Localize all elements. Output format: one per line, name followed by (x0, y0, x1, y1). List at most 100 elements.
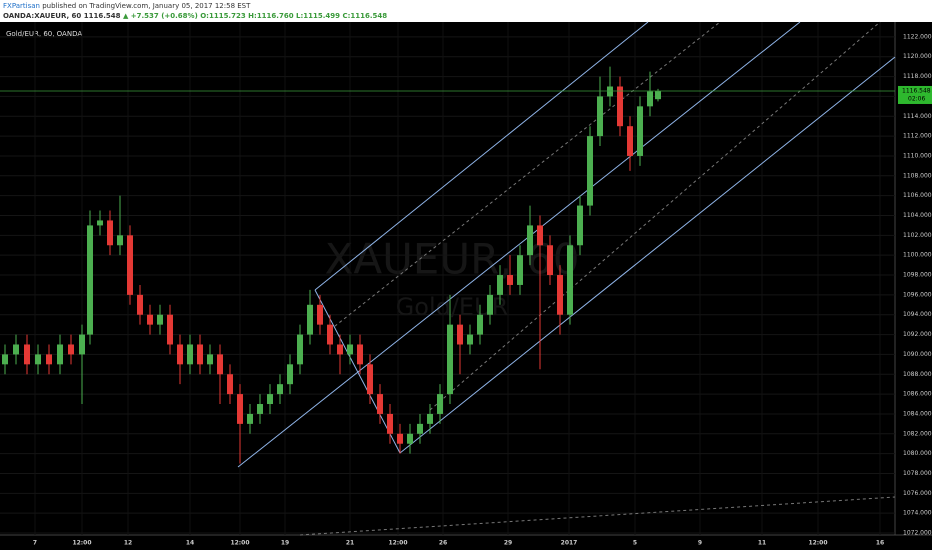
candle-body (347, 344, 353, 355)
candle-body (297, 334, 303, 365)
channel-dashed (329, 21, 721, 331)
candle-body (597, 96, 603, 137)
x-tick-label: 14 (186, 540, 194, 547)
candle-body (127, 235, 133, 295)
change: ▲ +7.537 (+0.68%) (122, 12, 198, 20)
y-tick-label: 1118.000 (903, 73, 932, 80)
published-text: published on TradingView.com, January 05… (42, 2, 251, 10)
y-tick-label: 1078.000 (903, 470, 932, 477)
candle-body (79, 334, 85, 355)
x-tick-label: 12:00 (230, 540, 249, 547)
x-tick-label: 11 (758, 540, 766, 547)
pitchfork-handle (314, 289, 401, 454)
y-tick-label: 1074.000 (903, 510, 932, 517)
x-tick-label: 12:00 (72, 540, 91, 547)
y-tick-label: 1112.000 (903, 133, 932, 140)
channel-line (314, 21, 649, 291)
symbol-line: OANDA:XAUEUR, 60 1116.548 ▲ +7.537 (+0.6… (3, 12, 387, 20)
candle-body (655, 90, 661, 100)
candle-body (267, 394, 273, 405)
y-tick-label: 1102.000 (903, 232, 932, 239)
x-tick-label: 19 (281, 540, 289, 547)
x-tick-label: 26 (439, 540, 447, 547)
x-tick-label: 16 (876, 540, 884, 547)
y-tick-label: 1094.000 (903, 311, 932, 318)
candle-body (607, 86, 613, 97)
candle-body (587, 136, 593, 206)
x-tick-label: 2017 (561, 540, 578, 547)
symbol: OANDA:XAUEUR, 60 (3, 12, 82, 20)
candle-body (277, 384, 283, 395)
channel-line (399, 56, 896, 454)
candle-body (257, 404, 263, 414)
candle-body (24, 344, 30, 365)
candle-body (167, 314, 173, 345)
candle-body (627, 126, 633, 156)
candle-body (35, 354, 41, 365)
y-tick-label: 1088.000 (903, 371, 932, 378)
candle-body (247, 413, 253, 424)
candle-body (427, 413, 433, 424)
y-tick-label: 1114.000 (903, 113, 932, 120)
chart-title: Gold/EUR, 60, OANDA (6, 30, 82, 38)
candle-body (157, 314, 163, 325)
x-tick-label: 21 (346, 540, 354, 547)
y-tick-label: 1090.000 (903, 351, 932, 358)
y-tick-label: 1108.000 (903, 172, 932, 179)
candle-body (397, 433, 403, 444)
candle-body (547, 245, 553, 276)
candle-body (537, 225, 543, 246)
candle-body (467, 334, 473, 345)
candle-body (417, 423, 423, 434)
y-tick-label: 1076.000 (903, 490, 932, 497)
candle-body (97, 220, 103, 226)
y-tick-label: 1086.000 (903, 391, 932, 398)
candle-body (117, 235, 123, 246)
candle-body (237, 394, 243, 424)
candle-body (57, 344, 63, 365)
x-tick-label: 9 (698, 540, 702, 547)
y-tick-label: 1096.000 (903, 291, 932, 298)
x-tick-label: 5 (633, 540, 637, 547)
candle-body (287, 364, 293, 385)
candle-body (177, 344, 183, 365)
channel-line (237, 21, 801, 468)
high: H:1116.760 (248, 12, 294, 20)
candle-body (377, 394, 383, 414)
candle-body (46, 354, 52, 365)
candle-body (527, 225, 533, 256)
candle-body (497, 275, 503, 295)
y-tick-label: 1122.000 (903, 33, 932, 40)
price-tag (898, 85, 932, 104)
low: L:1115.499 (296, 12, 341, 20)
candle-body (68, 344, 74, 355)
candle-body (147, 314, 153, 325)
candle-body (637, 106, 643, 156)
candle-body (357, 344, 363, 365)
candle-body (87, 225, 93, 335)
x-tick-label: 12:00 (388, 540, 407, 547)
candle-body (437, 394, 443, 414)
candle-body (13, 344, 19, 355)
candle-body (517, 255, 523, 285)
last: 1116.548 (83, 12, 121, 20)
price-label: 1116.548 (902, 87, 931, 94)
candle-body (447, 324, 453, 395)
y-tick-label: 1098.000 (903, 272, 932, 279)
y-tick-label: 1072.000 (903, 530, 932, 537)
y-tick-label: 1100.000 (903, 252, 932, 259)
y-tick-label: 1082.000 (903, 430, 932, 437)
publisher[interactable]: FXPartisan (3, 2, 40, 10)
header: FXPartisan published on TradingView.com,… (0, 0, 932, 22)
candle-body (2, 354, 8, 365)
x-tick-label: 29 (504, 540, 512, 547)
y-tick-label: 1110.000 (903, 152, 932, 159)
candle-body (577, 205, 583, 246)
countdown: 02:06 (908, 95, 925, 102)
candle-body (317, 304, 323, 325)
candle-body (197, 344, 203, 365)
candle-body (487, 294, 493, 315)
candle-body (137, 294, 143, 315)
